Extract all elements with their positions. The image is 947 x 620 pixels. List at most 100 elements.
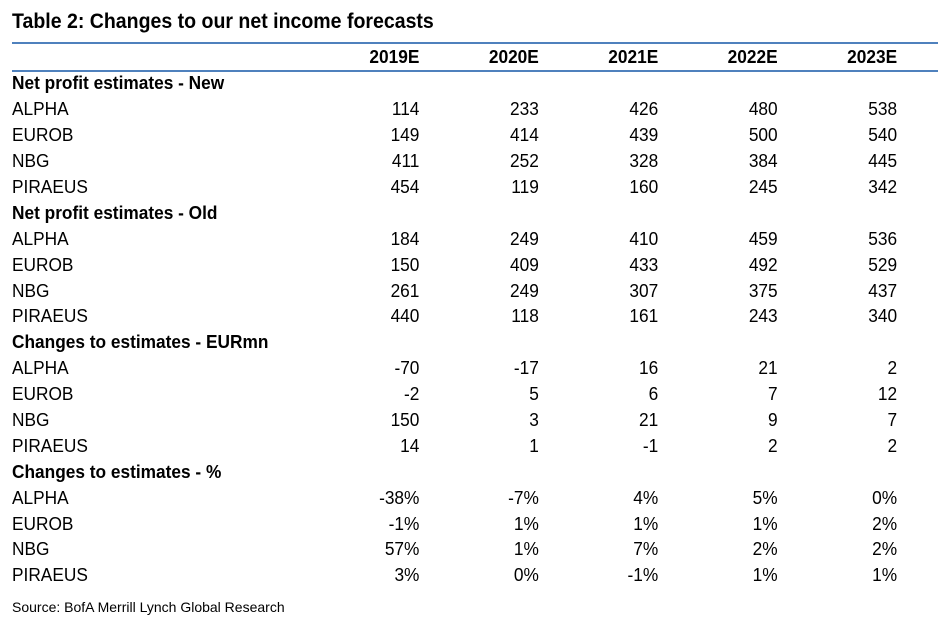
value-cell: 7 <box>768 384 778 405</box>
value-cell: 2% <box>872 513 898 534</box>
value-cell: 540 <box>868 125 898 146</box>
table-row: EUROB 149 414 439 500 540 <box>12 123 901 149</box>
value-cell: 445 <box>868 151 898 172</box>
value-cell: 409 <box>509 254 539 275</box>
value-cell: 411 <box>391 151 420 172</box>
row-label: PIRAEUS <box>12 177 88 197</box>
empty-cell <box>304 71 423 97</box>
value-cell: 1% <box>752 565 778 586</box>
value-cell: 328 <box>629 151 659 172</box>
section-header-row: Changes to estimates - % <box>12 459 901 485</box>
value-cell: 7 <box>887 410 898 431</box>
row-label: ALPHA <box>12 99 69 120</box>
table-row: NBG 261 249 307 375 437 <box>12 278 901 304</box>
value-cell: -38% <box>379 487 420 508</box>
value-cell: 480 <box>748 99 778 120</box>
empty-cell <box>662 459 781 485</box>
value-cell: 375 <box>748 280 778 301</box>
value-cell: 5% <box>752 487 778 508</box>
value-cell: 536 <box>868 228 898 249</box>
value-cell: -1% <box>388 513 420 534</box>
empty-cell <box>543 459 662 485</box>
table-row: ALPHA 114 233 426 480 538 <box>12 97 901 123</box>
empty-cell <box>304 459 423 485</box>
value-cell: 5 <box>529 384 539 405</box>
value-cell: 439 <box>629 125 659 146</box>
value-cell: 150 <box>390 410 420 431</box>
value-cell: 149 <box>390 125 420 146</box>
value-cell: 2 <box>887 358 898 379</box>
empty-cell <box>782 71 901 97</box>
value-cell: -70 <box>394 358 420 379</box>
value-cell: -1% <box>627 565 659 586</box>
value-cell: 440 <box>390 306 420 327</box>
value-cell: 437 <box>868 280 898 301</box>
value-cell: 1% <box>872 565 898 586</box>
value-cell: 16 <box>639 358 659 379</box>
empty-cell <box>662 330 781 356</box>
value-cell: 340 <box>868 306 898 327</box>
row-label: ALPHA <box>12 358 69 379</box>
value-cell: 0% <box>872 487 898 508</box>
empty-cell <box>423 71 542 97</box>
value-cell: 118 <box>511 306 539 327</box>
value-cell: -7% <box>508 487 539 508</box>
value-cell: 233 <box>509 99 539 120</box>
table-row: EUROB 150 409 433 492 529 <box>12 252 901 278</box>
col-header: 2020E <box>488 47 539 67</box>
value-cell: 114 <box>391 99 420 120</box>
value-cell: 261 <box>390 280 420 301</box>
table-row: NBG 411 252 328 384 445 <box>12 149 901 175</box>
row-label: ALPHA <box>12 228 69 249</box>
empty-cell <box>423 200 542 226</box>
header-rule <box>12 70 938 72</box>
value-cell: 384 <box>748 151 778 172</box>
table-row: PIRAEUS 440 118 161 243 340 <box>12 304 901 330</box>
value-cell: 1% <box>513 513 539 534</box>
empty-cell <box>782 459 901 485</box>
table-row: ALPHA -70 -17 16 21 2 <box>12 356 901 382</box>
value-cell: 252 <box>509 151 539 172</box>
table-body: Net profit estimates - New ALPHA 114 233 426… <box>12 71 901 589</box>
title-rule <box>12 42 938 44</box>
value-cell: 57% <box>384 539 420 560</box>
value-cell: 21 <box>639 410 659 431</box>
value-cell: 0% <box>513 565 539 586</box>
value-cell: 119 <box>511 177 539 197</box>
empty-cell <box>543 200 662 226</box>
value-cell: 492 <box>748 254 778 275</box>
section-header-row: Net profit estimates - New <box>12 71 901 97</box>
section-header-row: Net profit estimates - Old <box>12 200 901 226</box>
value-cell: 433 <box>629 254 659 275</box>
value-cell: 243 <box>748 306 778 327</box>
table-row: PIRAEUS 14 1 -1 2 2 <box>12 433 901 459</box>
row-label: PIRAEUS <box>12 565 88 586</box>
value-cell: 529 <box>868 254 898 275</box>
value-cell: 538 <box>868 99 898 120</box>
value-cell: 454 <box>390 177 420 197</box>
table-row: ALPHA 184 249 410 459 536 <box>12 226 901 252</box>
table-row: PIRAEUS 454 119 160 245 342 <box>12 175 901 201</box>
value-cell: 21 <box>758 358 778 379</box>
table-row: EUROB -2 5 6 7 12 <box>12 382 901 408</box>
value-cell: 2 <box>887 435 898 456</box>
value-cell: 9 <box>768 410 778 431</box>
col-header: 2023E <box>847 47 898 67</box>
row-label: PIRAEUS <box>12 435 88 456</box>
col-header: 2019E <box>369 47 420 67</box>
table-row: PIRAEUS 3% 0% -1% 1% 1% <box>12 563 901 589</box>
empty-cell <box>543 71 662 97</box>
col-header: 2022E <box>727 47 778 67</box>
value-cell: 307 <box>629 280 659 301</box>
section-title: Net profit estimates - New <box>12 73 225 94</box>
value-cell: 2% <box>872 539 898 560</box>
table-row: NBG 150 3 21 9 7 <box>12 408 901 434</box>
row-label: EUROB <box>12 254 74 275</box>
value-cell: 3 <box>529 410 539 431</box>
value-cell: 1 <box>529 435 539 456</box>
empty-cell <box>782 330 901 356</box>
empty-cell <box>782 200 901 226</box>
value-cell: 249 <box>509 280 539 301</box>
col-header: 2021E <box>608 47 659 67</box>
value-cell: -2 <box>404 384 420 405</box>
